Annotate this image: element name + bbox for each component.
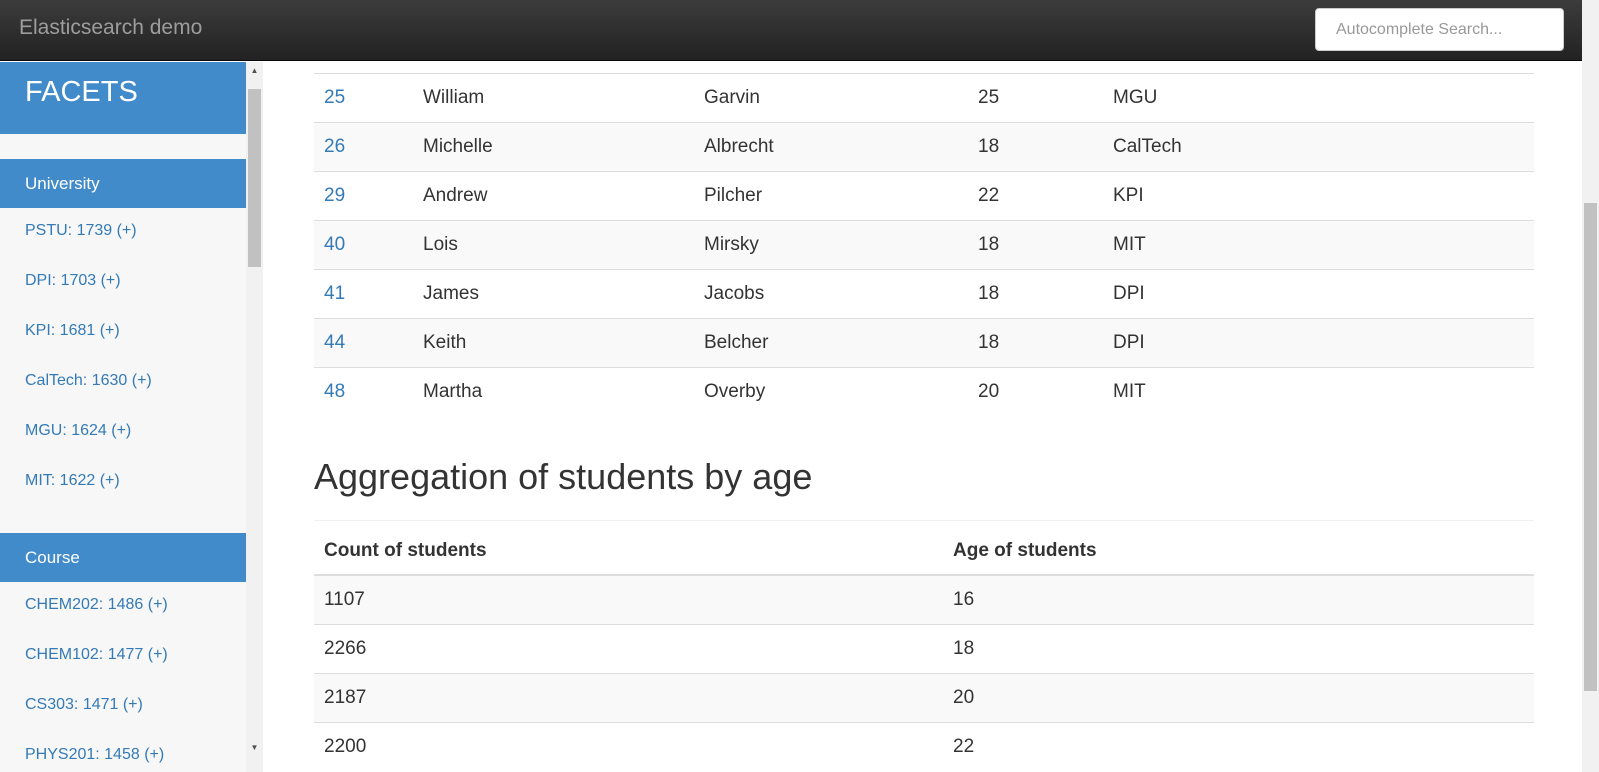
table-row: 44 Keith Belcher 18 DPI: [314, 318, 1534, 368]
aggregation-table: Count of students Age of students 1107 1…: [314, 528, 1534, 771]
aggregation-header-row: Count of students Age of students: [314, 528, 1534, 575]
age-cell: 25: [978, 87, 1000, 108]
last-name-cell: Jacobs: [704, 283, 765, 304]
scroll-up-arrow-icon[interactable]: ▲: [250, 66, 259, 75]
column-header-age: Age of students: [953, 540, 1097, 561]
student-id-link[interactable]: 26: [324, 136, 346, 157]
table-row: 2187 20: [314, 673, 1534, 722]
age-cell: 22: [978, 185, 1000, 206]
sidebar-scroll-thumb[interactable]: [248, 89, 261, 267]
first-name-cell: Keith: [423, 332, 467, 353]
age-cell: 18: [978, 234, 1000, 255]
first-name-cell: William: [423, 87, 485, 108]
table-row: 48 Martha Overby 20 MIT: [314, 367, 1534, 417]
facets-sidebar: FACETS University PSTU: 1739 (+) DPI: 17…: [0, 62, 263, 772]
first-name-cell: James: [423, 283, 479, 304]
university-cell: DPI: [1113, 332, 1145, 353]
table-row: 29 Andrew Pilcher 22 KPI: [314, 171, 1534, 221]
last-name-cell: Mirsky: [704, 234, 759, 255]
student-id-link[interactable]: 25: [324, 87, 346, 108]
last-name-cell: Albrecht: [704, 136, 774, 157]
university-cell: MIT: [1113, 234, 1146, 255]
facets-panel: FACETS University PSTU: 1739 (+) DPI: 17…: [0, 62, 246, 772]
brand-link[interactable]: Elasticsearch demo: [19, 16, 203, 39]
table-row: 25 William Garvin 25 MGU: [314, 73, 1534, 123]
facet-item-cs303[interactable]: CS303: 1471 (+): [25, 696, 143, 713]
last-name-cell: Pilcher: [704, 185, 763, 206]
student-id-link[interactable]: 29: [324, 185, 346, 206]
first-name-cell: Martha: [423, 381, 483, 403]
age-cell: 20: [978, 381, 1000, 403]
university-cell: MGU: [1113, 87, 1158, 108]
age-cell: 20: [953, 686, 975, 708]
facet-item-pstu[interactable]: PSTU: 1739 (+): [25, 222, 137, 239]
facets-title: FACETS: [0, 62, 246, 134]
first-name-cell: Michelle: [423, 136, 493, 157]
facet-item-chem202[interactable]: CHEM202: 1486 (+): [25, 596, 168, 613]
facet-item-chem102[interactable]: CHEM102: 1477 (+): [25, 646, 168, 663]
divider: [314, 520, 1534, 521]
facet-item-caltech[interactable]: CalTech: 1630 (+): [25, 372, 152, 389]
student-id-link[interactable]: 44: [324, 332, 346, 353]
age-cell: 18: [978, 283, 1000, 304]
facet-item-kpi[interactable]: KPI: 1681 (+): [25, 322, 120, 339]
students-table: 25 William Garvin 25 MGU 26 Michelle Alb…: [314, 73, 1534, 417]
facet-item-mit[interactable]: MIT: 1622 (+): [25, 472, 120, 489]
table-row: 2266 18: [314, 624, 1534, 673]
facet-item-phys201[interactable]: PHYS201: 1458 (+): [25, 746, 165, 763]
count-cell: 2200: [324, 735, 367, 757]
table-row: 1107 16: [314, 575, 1534, 624]
university-cell: CalTech: [1113, 136, 1182, 157]
column-header-count: Count of students: [324, 540, 487, 561]
age-cell: 18: [978, 136, 1000, 157]
age-cell: 18: [978, 332, 1000, 353]
facet-header-course: Course: [0, 533, 246, 582]
last-name-cell: Belcher: [704, 332, 769, 353]
count-cell: 2266: [324, 637, 367, 659]
main-content: 25 William Garvin 25 MGU 26 Michelle Alb…: [263, 62, 1582, 772]
top-navbar: Elasticsearch demo: [0, 0, 1599, 61]
university-cell: KPI: [1113, 185, 1144, 206]
aggregation-title: Aggregation of students by age: [314, 456, 813, 497]
sidebar-scrollbar[interactable]: ▲ ▼: [246, 62, 263, 772]
table-row: 40 Lois Mirsky 18 MIT: [314, 220, 1534, 270]
table-row: 2200 22: [314, 722, 1534, 771]
university-cell: DPI: [1113, 283, 1145, 304]
count-cell: 2187: [324, 686, 367, 708]
scroll-down-arrow-icon[interactable]: ▼: [250, 743, 259, 752]
facet-item-dpi[interactable]: DPI: 1703 (+): [25, 272, 121, 289]
facet-header-university: University: [0, 159, 246, 208]
table-row: 41 James Jacobs 18 DPI: [314, 269, 1534, 319]
page-scrollbar[interactable]: [1582, 0, 1599, 772]
age-cell: 18: [953, 637, 975, 659]
page-scroll-thumb[interactable]: [1584, 203, 1597, 691]
student-id-link[interactable]: 40: [324, 234, 346, 255]
university-cell: MIT: [1113, 381, 1146, 403]
count-cell: 1107: [324, 588, 365, 610]
first-name-cell: Lois: [423, 234, 458, 255]
first-name-cell: Andrew: [423, 185, 488, 206]
autocomplete-search-input[interactable]: [1315, 8, 1564, 51]
last-name-cell: Garvin: [704, 87, 760, 108]
student-id-link[interactable]: 41: [324, 283, 346, 304]
age-cell: 22: [953, 735, 975, 757]
student-id-link[interactable]: 48: [324, 381, 346, 403]
age-cell: 16: [953, 588, 975, 610]
table-row: 26 Michelle Albrecht 18 CalTech: [314, 122, 1534, 172]
last-name-cell: Overby: [704, 381, 766, 403]
facet-item-mgu[interactable]: MGU: 1624 (+): [25, 422, 132, 439]
